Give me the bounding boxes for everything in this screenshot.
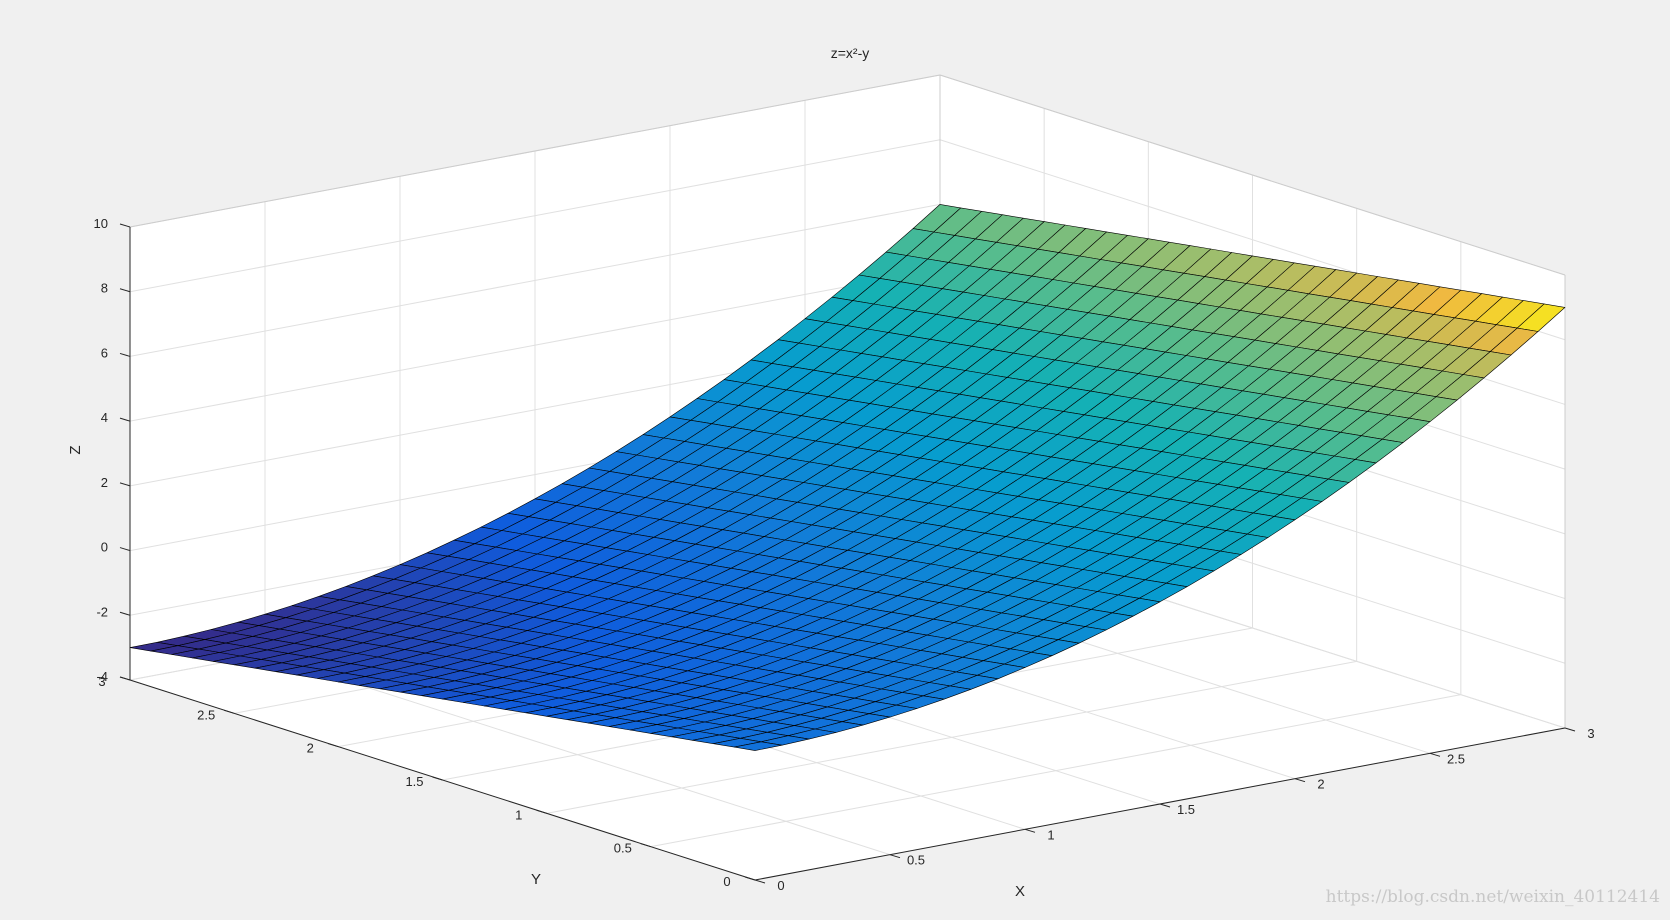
y-tick-label: 0 <box>723 874 730 889</box>
z-tick-label: 8 <box>101 281 108 296</box>
z-axis-label: Z <box>67 445 84 454</box>
z-tick-mark <box>119 547 131 552</box>
y-tick-label: 1.5 <box>405 774 423 789</box>
y-tick-mark <box>432 776 443 781</box>
z-tick-mark <box>119 417 131 422</box>
x-tick-mark <box>889 854 901 859</box>
y-tick-mark <box>744 876 756 881</box>
z-tick-mark <box>119 223 131 228</box>
grid-line-z-back <box>129 203 941 357</box>
surface-face <box>733 741 783 751</box>
z-tick-mark <box>119 676 131 681</box>
x-tick-label: 1.5 <box>1177 802 1195 817</box>
z-tick-label: 6 <box>101 345 108 360</box>
x-tick-label: 2 <box>1317 777 1324 792</box>
z-tick-label: 4 <box>101 410 108 425</box>
grid-line-z-back <box>129 139 941 293</box>
y-tick-mark <box>536 809 547 814</box>
box-edge-top-back <box>129 74 941 228</box>
y-tick-label: 1 <box>515 807 522 822</box>
z-tick-label: -4 <box>96 669 108 684</box>
x-axis-label: X <box>1015 883 1025 900</box>
z-tick-mark <box>119 611 131 616</box>
x-tick-mark <box>754 879 766 884</box>
y-tick-label: 0.5 <box>614 841 632 856</box>
grid-line-y-floor <box>650 694 1461 848</box>
z-tick-mark <box>119 352 131 357</box>
surface-mesh <box>129 204 1566 751</box>
x-tick-mark <box>1294 778 1306 783</box>
box-edge-top-side <box>939 74 1566 276</box>
x-tick-label: 0 <box>777 878 784 893</box>
y-tick-mark <box>640 843 651 848</box>
z-tick-label: 2 <box>101 475 108 490</box>
z-tick-mark <box>119 482 131 487</box>
x-tick-mark <box>1159 803 1171 808</box>
y-tick-mark <box>224 709 235 714</box>
z-tick-label: -2 <box>96 604 108 619</box>
x-tick-mark <box>1564 727 1576 732</box>
x-tick-label: 1 <box>1047 827 1054 842</box>
y-axis-label: Y <box>531 871 541 888</box>
y-tick-label: 2.5 <box>197 707 215 722</box>
x-tick-mark <box>1429 752 1441 757</box>
z-tick-mark <box>119 288 131 293</box>
watermark: https://blog.csdn.net/weixin_40112414 <box>1326 887 1660 907</box>
z-tick-label: 0 <box>101 540 108 555</box>
z-tick-label: 10 <box>94 216 108 231</box>
y-tick-mark <box>328 743 339 748</box>
x-tick-label: 3 <box>1587 726 1594 741</box>
x-tick-label: 2.5 <box>1447 751 1465 766</box>
y-tick-label: 3 <box>98 674 105 689</box>
x-tick-label: 0.5 <box>907 853 925 868</box>
y-tick-label: 2 <box>307 741 314 756</box>
chart-title: z=x²-y <box>831 45 870 61</box>
grid-line-z-back <box>129 268 941 422</box>
x-tick-mark <box>1024 828 1036 833</box>
grid-line-y-floor <box>546 660 1357 814</box>
